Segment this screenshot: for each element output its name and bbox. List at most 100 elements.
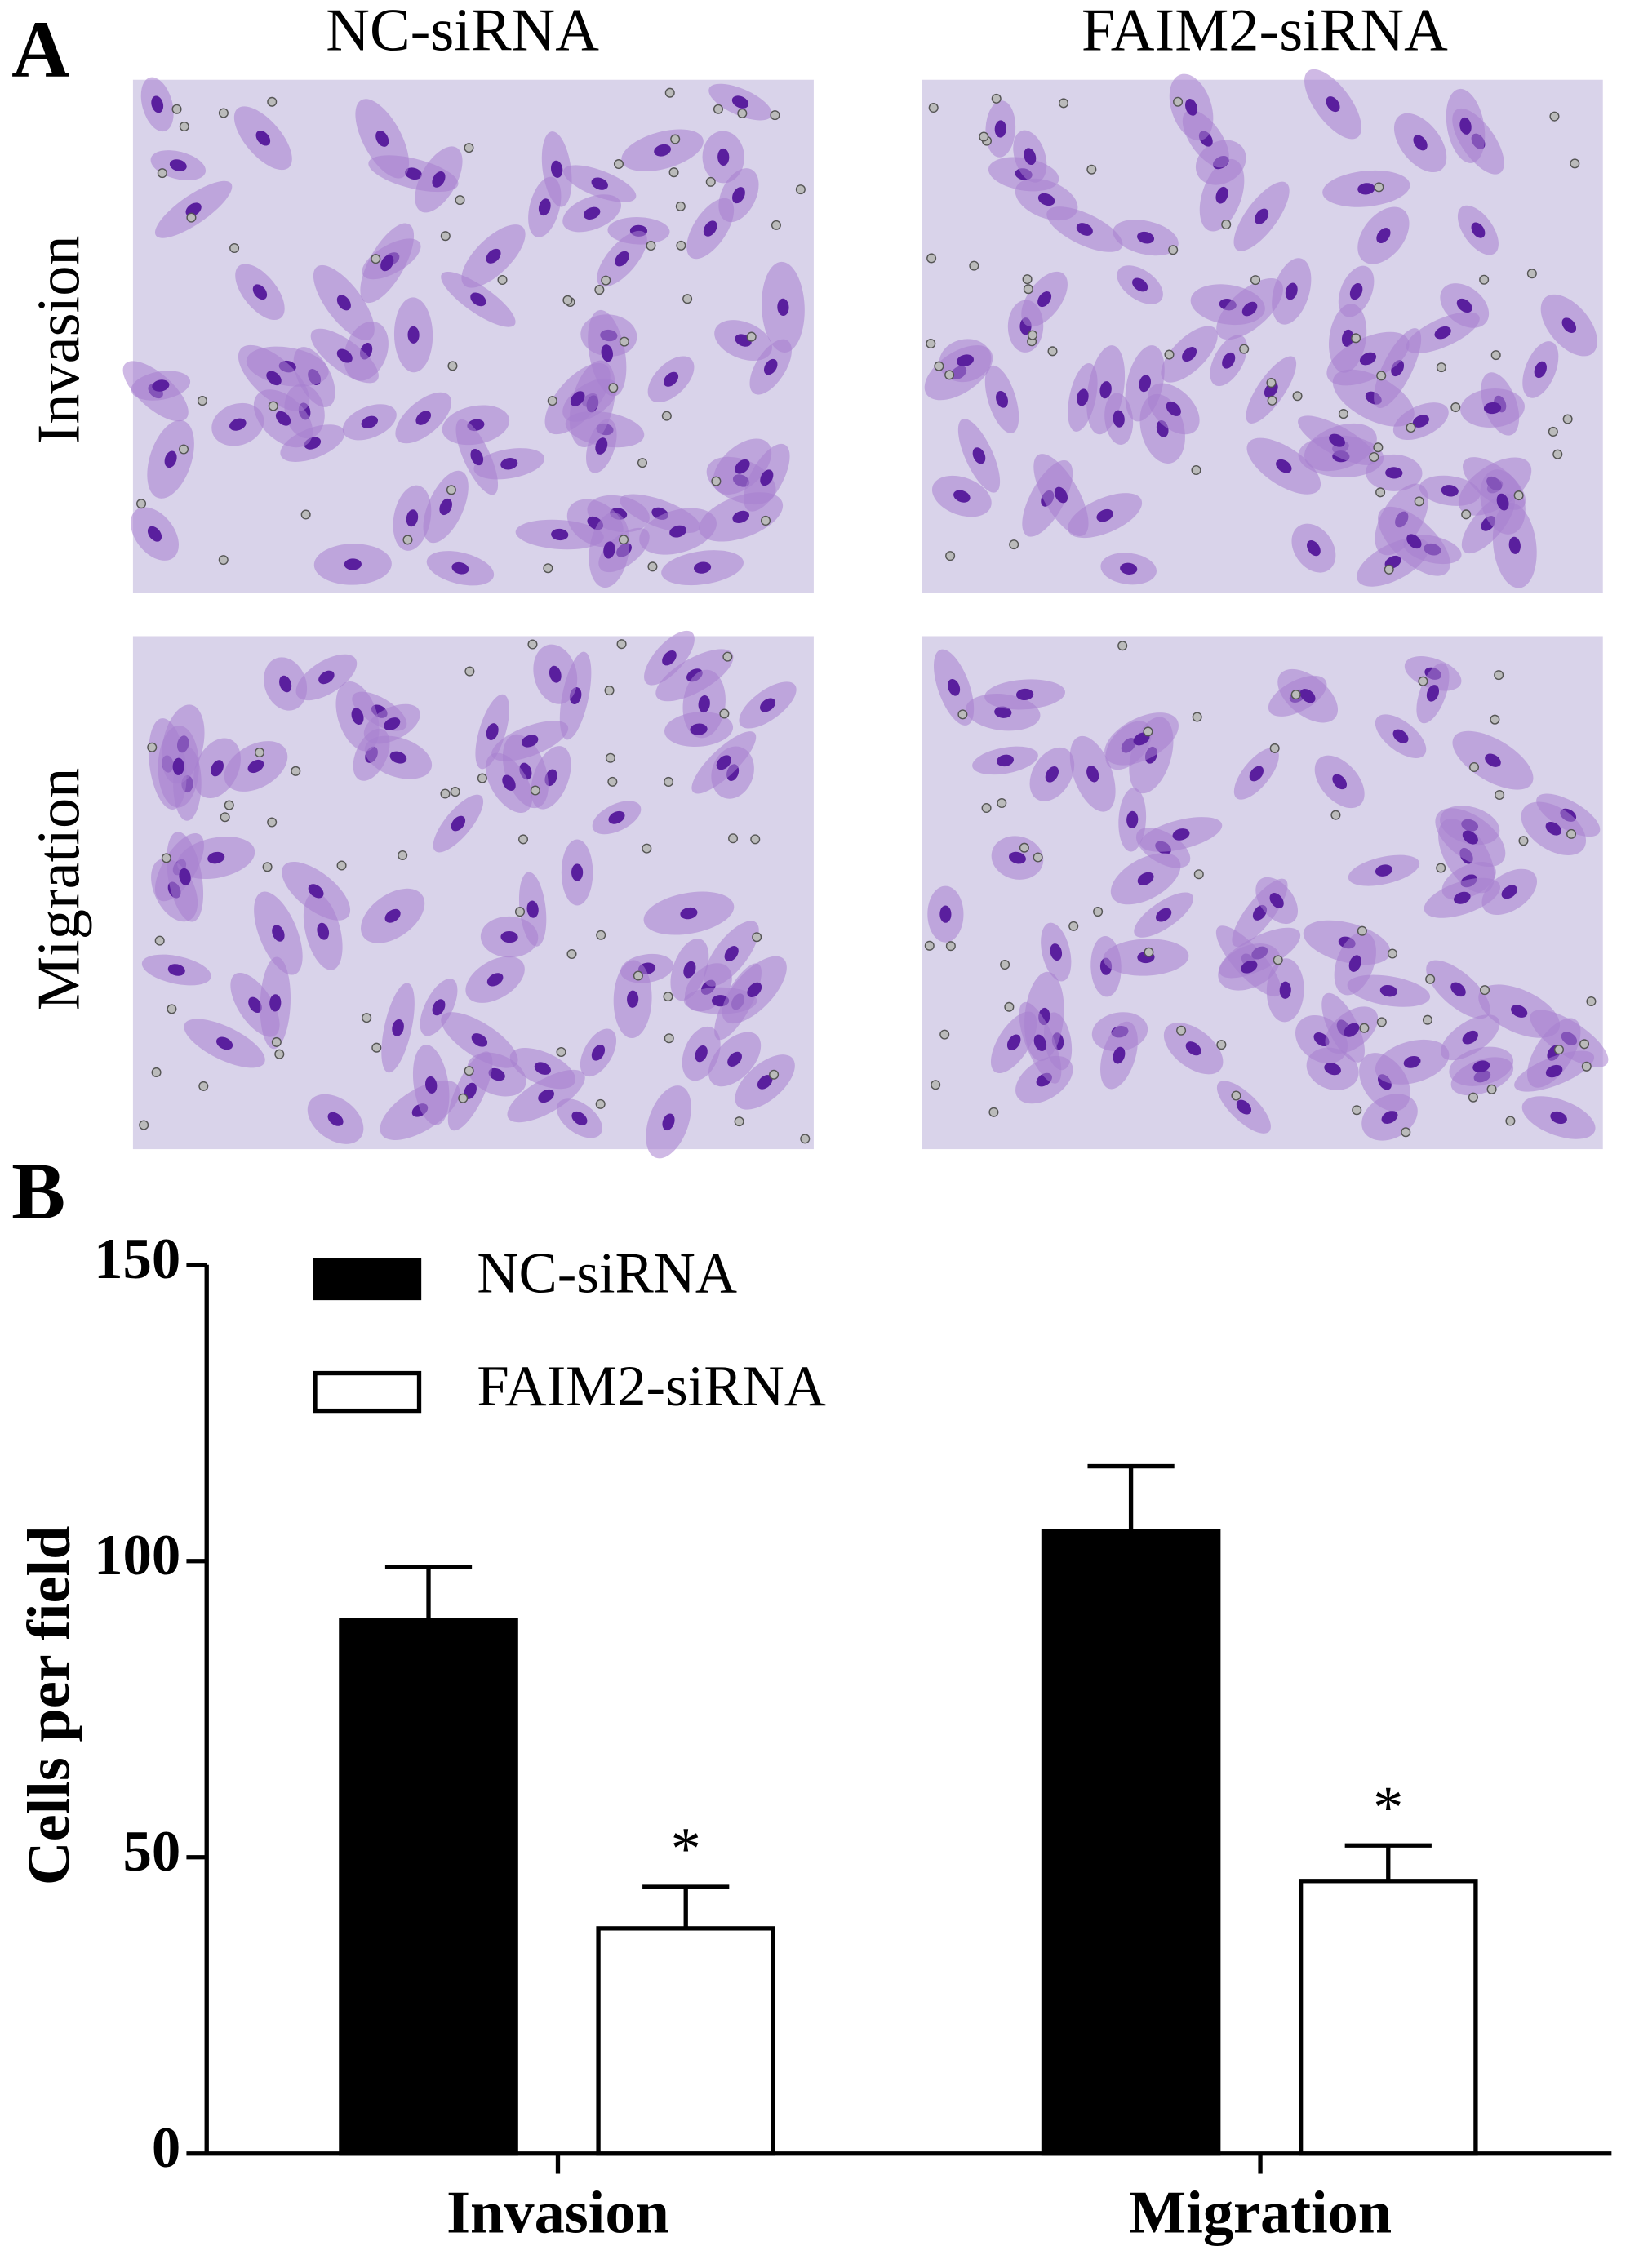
- y-tick-label: 100: [94, 1524, 180, 1587]
- pore: [1494, 670, 1504, 681]
- row-title: Invasion: [26, 235, 93, 444]
- cell-nucleus: [994, 120, 1006, 138]
- cell-nucleus: [1454, 891, 1471, 904]
- pore: [924, 940, 935, 951]
- cell-nucleus: [1241, 301, 1258, 317]
- pore: [198, 1081, 209, 1091]
- significance-marker: *: [671, 1816, 701, 1883]
- cell-nucleus: [1501, 885, 1517, 899]
- pore: [220, 812, 230, 823]
- pore: [1468, 1092, 1478, 1103]
- pore: [455, 195, 465, 206]
- pore: [1338, 409, 1348, 419]
- pore: [1401, 1127, 1411, 1138]
- pore: [664, 776, 674, 787]
- pore: [1549, 111, 1560, 122]
- cell-nucleus: [615, 251, 629, 267]
- cell-nucleus: [1009, 851, 1026, 864]
- pore: [939, 1029, 950, 1040]
- cell-nucleus: [627, 990, 639, 1008]
- cell-nucleus: [735, 459, 750, 474]
- pore: [171, 104, 182, 114]
- pore: [517, 834, 529, 845]
- pore: [497, 274, 508, 286]
- cell-nucleus: [1241, 960, 1258, 974]
- cell-nucleus: [1269, 893, 1284, 908]
- pore: [1009, 539, 1019, 550]
- cell-nucleus: [1033, 1034, 1047, 1051]
- x-tick-label: Invasion: [446, 2179, 669, 2246]
- cell-nucleus: [654, 144, 671, 157]
- pore: [675, 201, 686, 211]
- pore: [254, 747, 265, 758]
- cell-nucleus: [716, 755, 731, 770]
- pore: [1513, 490, 1524, 501]
- pore: [1425, 974, 1436, 984]
- pore: [446, 485, 456, 495]
- pore: [1176, 1025, 1187, 1036]
- pore: [1216, 1040, 1227, 1050]
- pore: [607, 776, 618, 787]
- cell-nucleus: [152, 379, 170, 392]
- cell-nucleus: [1139, 375, 1152, 393]
- pore: [267, 817, 278, 828]
- cell-nucleus: [384, 717, 401, 730]
- pore: [274, 1049, 285, 1059]
- cell-nucleus: [336, 348, 353, 363]
- pore: [1058, 98, 1069, 109]
- cell-nucleus: [680, 907, 698, 920]
- cell-nucleus: [601, 344, 614, 362]
- cell-nucleus: [731, 95, 749, 109]
- pore: [997, 797, 1007, 808]
- pore: [800, 1134, 811, 1144]
- cell-nucleus: [595, 437, 608, 455]
- cell-nucleus: [669, 525, 686, 538]
- y-tick-label: 50: [123, 1820, 181, 1884]
- pore: [1486, 1084, 1497, 1094]
- cell-nucleus: [464, 1082, 477, 1099]
- pore: [1033, 852, 1043, 863]
- pore: [1566, 828, 1577, 839]
- error-bar: [384, 1565, 473, 1621]
- pore: [1418, 676, 1428, 686]
- pore: [1292, 391, 1303, 402]
- pore: [398, 850, 408, 861]
- cell-nucleus: [151, 95, 164, 113]
- cell-nucleus: [994, 706, 1012, 718]
- cell-nucleus: [172, 757, 184, 775]
- pore: [760, 515, 771, 526]
- pore: [722, 651, 733, 662]
- panel-label: A: [11, 6, 70, 95]
- cell-nucleus: [1324, 1063, 1341, 1076]
- pore: [1490, 714, 1500, 725]
- cell-nucleus: [608, 810, 625, 824]
- pore: [676, 240, 686, 251]
- micrograph: [132, 79, 814, 593]
- cell-nucleus: [939, 905, 952, 923]
- pore: [1357, 925, 1367, 936]
- cell-nucleus: [247, 759, 264, 774]
- cell-nucleus: [1037, 291, 1052, 308]
- cell-nucleus: [167, 964, 185, 976]
- pore: [1384, 564, 1394, 575]
- pore: [1518, 836, 1529, 846]
- cell-nucleus: [760, 698, 776, 712]
- cell-nucleus: [1413, 135, 1428, 151]
- pore: [737, 108, 748, 118]
- cell-nucleus: [317, 922, 330, 940]
- pore: [1579, 1039, 1590, 1050]
- pore: [661, 411, 672, 421]
- pore: [1436, 362, 1446, 373]
- pore: [770, 110, 780, 121]
- pore: [1191, 465, 1201, 476]
- pore: [566, 949, 577, 960]
- pore: [711, 476, 722, 486]
- pore: [267, 96, 278, 107]
- pore: [991, 93, 1002, 104]
- y-tick-label: 150: [94, 1227, 180, 1291]
- pore: [1093, 907, 1104, 917]
- cell-nucleus: [1222, 352, 1236, 369]
- cell-nucleus: [550, 160, 563, 178]
- pore: [1004, 1001, 1015, 1012]
- pore: [613, 159, 624, 170]
